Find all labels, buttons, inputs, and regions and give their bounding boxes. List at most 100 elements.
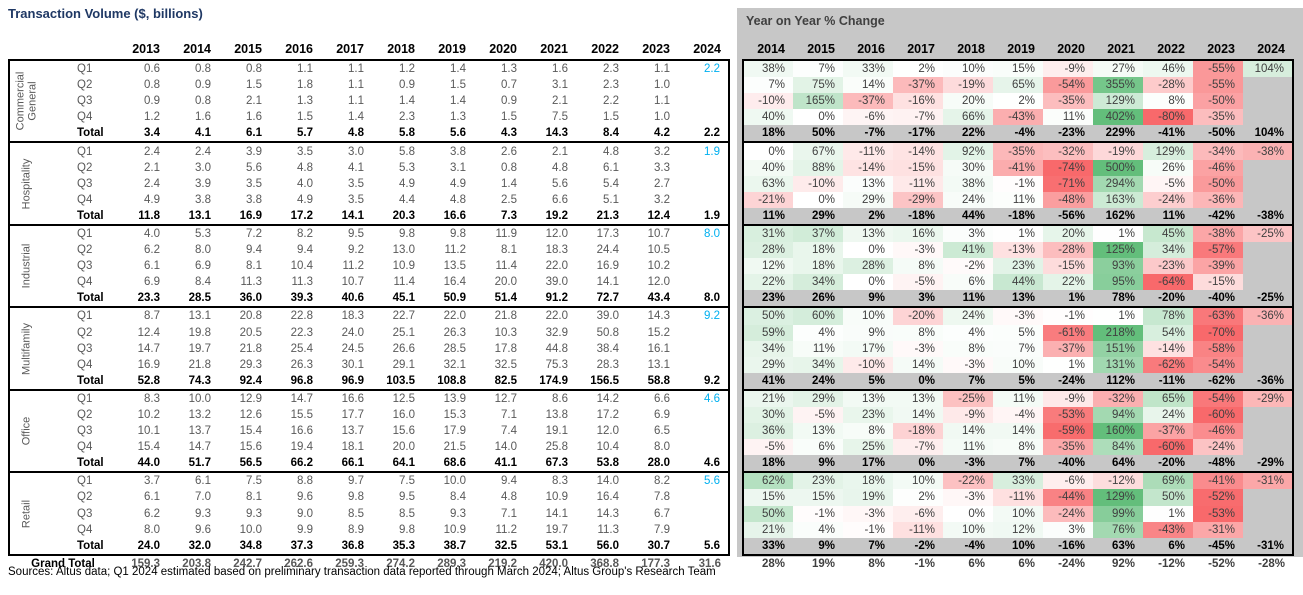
volume-cell: 2.1 <box>552 95 568 108</box>
volume-cell: 5.8 <box>399 145 415 158</box>
volume-cell: 13.1 <box>188 310 211 323</box>
pct-change-cell: 12% <box>743 258 793 275</box>
pct-change-cell: 11% <box>793 340 843 357</box>
volume-cell: 9.3 <box>246 507 262 520</box>
volume-cell: 1.0 <box>654 111 670 124</box>
volume-cell: 10.0 <box>443 475 466 488</box>
volume-cell: 1.9 <box>704 209 720 222</box>
pct-change-cell: 6% <box>1168 539 1185 552</box>
pct-change-cell: 402% <box>1093 109 1143 126</box>
pct-change-cell: 7% <box>993 340 1043 357</box>
volume-cell: 19.1 <box>545 425 568 438</box>
volume-cell: 1.1 <box>348 63 364 76</box>
pct-change-cell: -16% <box>1058 539 1085 552</box>
quarter-label: Q3 <box>77 95 93 108</box>
sector-group: 62% 23% 18% 10% -22% 33% -6% -12% 69% -41% -31% 15%… <box>743 472 1293 555</box>
quarter-label: Q4 <box>77 523 93 536</box>
volume-cell: 8.1 <box>246 491 262 504</box>
volume-cell: 17.2 <box>290 209 313 222</box>
volume-cell: 34.8 <box>239 539 262 552</box>
pct-change-cell: 18% <box>761 457 785 470</box>
volume-cell: 4.9 <box>144 193 160 206</box>
pct-change-cell: 20% <box>1043 224 1093 243</box>
volume-cell: 3.0 <box>348 145 364 158</box>
table-row: Hospitality Q1 2.4 2.4 3.9 3.5 3.0 5.8 3.8 2.6 2.1… <box>9 142 729 210</box>
volume-cell: 1.5 <box>246 79 262 92</box>
pct-change-cell: -41% <box>993 159 1043 176</box>
volume-cell: 32.0 <box>188 539 211 552</box>
pct-change-cell: 94% <box>1093 406 1143 424</box>
table-row: Q3 6.1 6.9 8.1 10.4 11.2 10.9 13.5 11.4 22.0 16.9 1… <box>9 258 729 274</box>
pct-change-cell: 66% <box>943 109 993 126</box>
volume-cell: 4.0 <box>144 227 160 240</box>
volume-cell: 11.4 <box>393 276 415 289</box>
pct-change-cell: 11% <box>943 439 993 456</box>
volume-cell: 8.1 <box>501 244 517 257</box>
table-row: 0% 67% -11% -14% 92% -35% -32% -19% 129% -34% -38% <box>743 142 1293 160</box>
pct-change-cell: 23% <box>993 258 1043 275</box>
sector-label: Hospitality <box>19 158 32 210</box>
pct-change-cell: -9% <box>1043 389 1093 407</box>
pct-change-cell <box>1243 93 1293 109</box>
pct-change-cell: 40% <box>743 109 793 126</box>
pct-change-cell: 112% <box>1106 374 1135 387</box>
table-row: Q2 12.4 19.8 20.5 22.3 24.0 25.1 26.3 10.3 32.9 50… <box>9 325 729 341</box>
pct-change-cell: -13% <box>993 242 1043 259</box>
volume-cell: 6.1 <box>195 475 211 488</box>
volume-cell: 8.8 <box>297 475 313 488</box>
sector-label: Multifamily <box>19 322 32 375</box>
grand-total-section: 28% 19% 8% -1% 6% 6% -24% 92% -12% -52% -28% <box>743 555 1293 572</box>
table-row: 23% 26% 9% 3% 11% 13% 1% 78% -20% -40% -25% <box>743 290 1293 307</box>
pct-change-cell: -10% <box>743 93 793 110</box>
volume-cell: 16.9 <box>137 358 160 371</box>
pct-change-cell: 34% <box>1143 242 1193 259</box>
volume-cell: 7.8 <box>654 491 670 504</box>
pct-change-cell: 34% <box>793 356 843 373</box>
volume-cell <box>678 274 729 290</box>
pct-change-cell: 92% <box>943 142 993 160</box>
pct-change-cell: -25% <box>943 389 993 407</box>
pct-change-cell: 0% <box>793 191 843 208</box>
pct-change-cell: 10% <box>893 472 943 490</box>
pct-change-cell: 18% <box>793 258 843 275</box>
volume-cell: 8.3 <box>552 475 568 488</box>
volume-cell <box>678 258 729 274</box>
pct-change-cell: 64% <box>1111 457 1135 470</box>
total-label: Total <box>77 539 104 552</box>
volume-cell: 2.1 <box>144 161 160 174</box>
pct-change-cell: -10% <box>793 175 843 192</box>
volume-cell: 12.9 <box>239 392 262 405</box>
volume-cell: 1.3 <box>450 111 466 124</box>
pct-change-cell: 355% <box>1093 77 1143 94</box>
pct-change-cell: 10% <box>943 521 993 538</box>
pct-change-cell: 5% <box>1018 374 1035 387</box>
pct-change-cell: 27% <box>1093 60 1143 78</box>
table-row: Q3 2.4 3.9 3.5 4.0 3.5 4.9 4.9 1.4 5.6 5.4 2.7 <box>9 176 729 192</box>
pct-change-cell: -7% <box>893 109 943 126</box>
volume-cell: 3.8 <box>450 145 466 158</box>
pct-change-cell: 160% <box>1093 423 1143 440</box>
volume-cell: 17.3 <box>596 227 619 240</box>
volume-cell: 13.8 <box>545 409 568 422</box>
pct-change-cell: -19% <box>1093 142 1143 160</box>
pct-change-cell: -20% <box>893 307 943 325</box>
grand-total-cell: 262.6 <box>284 557 313 570</box>
volume-cell: 56.5 <box>239 457 262 470</box>
pct-change-cell: -53% <box>1043 406 1093 424</box>
pct-change-cell: 1% <box>1143 505 1193 522</box>
volume-cell: 1.1 <box>348 79 364 92</box>
pct-change-cell: 50% <box>743 307 793 325</box>
volume-cell: 26.3 <box>290 358 313 371</box>
volume-cell: 17.7 <box>341 409 364 422</box>
volume-cell: 7.1 <box>501 507 517 520</box>
volume-cell: 35.3 <box>392 539 415 552</box>
pct-change-cell: -31% <box>1257 539 1284 552</box>
volume-cell: 51.7 <box>188 457 211 470</box>
volume-cell: 1.6 <box>246 111 262 124</box>
grand-total-cell: -28% <box>1258 557 1285 570</box>
year-header: 2015 <box>807 42 835 56</box>
table-row: 41% 24% 5% 0% 7% 5% -24% 112% -11% -62% -36% <box>743 373 1293 390</box>
quarter-label: Q2 <box>77 326 93 339</box>
volume-cell: 4.8 <box>450 193 466 206</box>
quarter-label: Q4 <box>77 276 93 289</box>
